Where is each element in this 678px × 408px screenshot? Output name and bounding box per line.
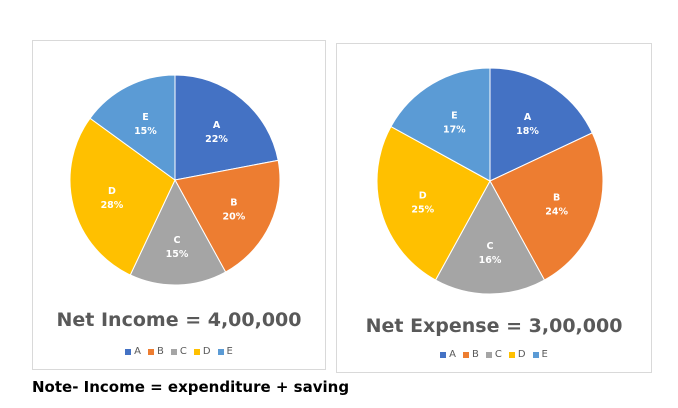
expense-slice-name-c: C bbox=[487, 241, 494, 252]
income-legend-label-b: B bbox=[156, 346, 164, 357]
income-slice-name-c: C bbox=[174, 235, 181, 246]
expense-slice-c bbox=[434, 179, 546, 295]
expense-slice-b bbox=[489, 132, 604, 281]
income-slice-e bbox=[89, 74, 176, 181]
expense-slice-d bbox=[376, 125, 491, 281]
expense-slice-percent-d: 25% bbox=[411, 205, 434, 216]
income-legend-item-d: D bbox=[193, 346, 211, 357]
income-slice-percent-b: 20% bbox=[223, 212, 246, 223]
income-chart-title: Net Income = 4,00,000 bbox=[56, 309, 302, 331]
income-legend-item-a: A bbox=[125, 346, 141, 357]
expense-slice-percent-e: 17% bbox=[443, 125, 466, 136]
expense-chart-title: Net Expense = 3,00,000 bbox=[365, 315, 623, 337]
expense-chart-panel: A 18% B 24% C 16% D 25% E 17% Net Expense = 3,00,… bbox=[336, 43, 652, 373]
expense-legend-item-e: E bbox=[532, 349, 548, 360]
note-text: Note- Income = expenditure + saving bbox=[32, 378, 350, 396]
expense-legend-label-b: B bbox=[471, 349, 479, 360]
expense-slice-percent-c: 16% bbox=[479, 255, 502, 266]
income-chart-panel: A 22% B 20% C 15% D 28% E 15% Net Income = 4,00,0… bbox=[32, 40, 326, 370]
expense-legend-swatch-e bbox=[532, 351, 539, 358]
income-slice-b bbox=[174, 159, 281, 273]
expense-chart-legend: A B C D E bbox=[337, 349, 651, 360]
income-slice-name-b: B bbox=[230, 198, 237, 209]
income-slice-percent-a: 22% bbox=[205, 134, 228, 145]
expense-legend-label-e: E bbox=[541, 349, 548, 360]
income-slice-percent-d: 28% bbox=[101, 200, 124, 211]
expense-legend-swatch-d bbox=[508, 351, 515, 358]
income-legend-item-c: C bbox=[170, 346, 187, 357]
income-slice-d bbox=[69, 117, 176, 276]
expense-legend-swatch-a bbox=[440, 351, 447, 358]
income-slice-percent-c: 15% bbox=[166, 249, 189, 260]
expense-legend-item-a: A bbox=[440, 349, 456, 360]
expense-slice-name-e: E bbox=[451, 111, 458, 122]
income-slice-name-d: D bbox=[108, 186, 116, 197]
income-pie-chart: A 22% B 20% C 15% D 28% E 15% bbox=[69, 74, 281, 286]
income-slice-c bbox=[129, 178, 227, 286]
expense-slice-e bbox=[390, 67, 491, 182]
income-legend-swatch-e bbox=[217, 348, 224, 355]
expense-legend-swatch-c bbox=[485, 351, 492, 358]
income-legend-swatch-a bbox=[125, 348, 132, 355]
income-slice-name-e: E bbox=[142, 112, 149, 123]
income-legend-label-a: A bbox=[134, 346, 141, 357]
income-slice-name-a: A bbox=[213, 120, 221, 131]
income-slice-a bbox=[174, 74, 279, 181]
expense-legend-label-c: C bbox=[494, 349, 502, 360]
income-legend-label-e: E bbox=[226, 346, 233, 357]
expense-legend-item-d: D bbox=[508, 349, 526, 360]
income-slice-percent-e: 15% bbox=[134, 126, 157, 137]
expense-slice-name-b: B bbox=[553, 193, 560, 204]
expense-slice-percent-a: 18% bbox=[516, 126, 539, 137]
expense-legend-label-d: D bbox=[517, 349, 526, 360]
income-legend-swatch-d bbox=[193, 348, 200, 355]
expense-legend-label-a: A bbox=[449, 349, 456, 360]
expense-legend-item-b: B bbox=[462, 349, 479, 360]
income-legend-swatch-b bbox=[147, 348, 154, 355]
expense-pie-chart: A 18% B 24% C 16% D 25% E 17% bbox=[376, 67, 604, 295]
expense-legend-swatch-b bbox=[462, 351, 469, 358]
income-legend-swatch-c bbox=[170, 348, 177, 355]
income-legend-item-b: B bbox=[147, 346, 164, 357]
expense-slice-percent-b: 24% bbox=[545, 207, 568, 218]
income-legend-label-d: D bbox=[202, 346, 211, 357]
expense-slice-a bbox=[489, 67, 593, 182]
expense-legend-item-c: C bbox=[485, 349, 502, 360]
expense-slice-name-d: D bbox=[419, 191, 427, 202]
expense-slice-name-a: A bbox=[524, 112, 532, 123]
income-legend-item-e: E bbox=[217, 346, 233, 357]
income-legend-label-c: C bbox=[179, 346, 187, 357]
income-chart-legend: A B C D E bbox=[33, 346, 325, 357]
